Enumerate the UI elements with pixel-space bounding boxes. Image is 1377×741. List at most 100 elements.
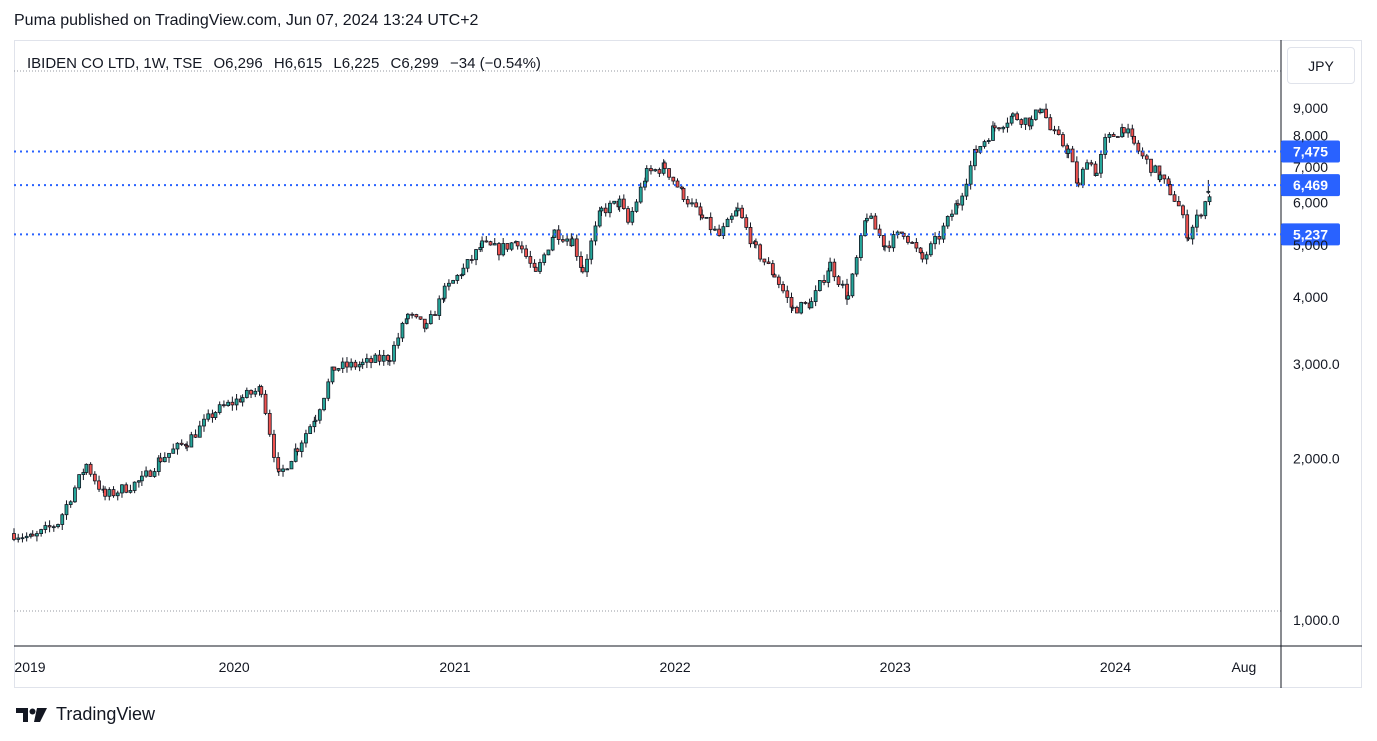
candle-body-up bbox=[189, 434, 194, 448]
candle bbox=[1029, 115, 1034, 130]
candle bbox=[836, 275, 841, 287]
candle bbox=[772, 273, 777, 278]
candle bbox=[373, 353, 378, 363]
candle bbox=[84, 463, 89, 475]
horizontal-lines-layer: 7,475 6,469 5,237 bbox=[14, 140, 1340, 246]
candle-body-up bbox=[570, 238, 575, 247]
candle-body-down bbox=[772, 274, 777, 278]
candle bbox=[700, 209, 705, 220]
time-tick-label: 2024 bbox=[1100, 659, 1131, 675]
candle-body-down bbox=[717, 228, 722, 237]
candle-body-up bbox=[136, 480, 141, 483]
candle bbox=[954, 200, 959, 215]
candle-body-down bbox=[781, 284, 785, 292]
candle bbox=[997, 127, 1001, 132]
price-tick-label: 9,000 bbox=[1293, 100, 1328, 116]
candle-body-down bbox=[1176, 201, 1181, 207]
candle-body-down bbox=[1172, 194, 1177, 202]
candle bbox=[941, 222, 946, 243]
candle bbox=[986, 138, 991, 145]
candle-body-down bbox=[345, 361, 349, 368]
candle bbox=[924, 251, 929, 265]
legend-high: H6,615 bbox=[273, 55, 323, 72]
candle-body-up bbox=[313, 419, 318, 422]
candle bbox=[406, 312, 410, 325]
candle-body-up bbox=[644, 168, 649, 182]
candle-body-up bbox=[809, 301, 814, 309]
candle bbox=[381, 349, 386, 366]
candle-body-down bbox=[222, 404, 226, 407]
candle-body-up bbox=[120, 484, 124, 494]
candle-body-up bbox=[451, 280, 456, 284]
candle-body-up bbox=[638, 186, 643, 203]
brand-name: TradingView bbox=[56, 704, 156, 724]
candle bbox=[289, 460, 294, 470]
candle-body-down bbox=[698, 206, 703, 216]
candle bbox=[1121, 127, 1126, 137]
candle bbox=[1056, 125, 1061, 136]
candle bbox=[60, 513, 65, 531]
candle bbox=[295, 447, 300, 456]
candle-body-up bbox=[107, 489, 112, 497]
candle bbox=[244, 387, 249, 399]
candle-body-down bbox=[515, 241, 520, 247]
candle-body-up bbox=[729, 215, 734, 220]
candle bbox=[1061, 131, 1065, 148]
candle bbox=[357, 361, 362, 372]
candle bbox=[437, 295, 442, 320]
candle-body-down bbox=[790, 306, 795, 309]
candle bbox=[556, 225, 561, 245]
candle-body-down bbox=[556, 229, 561, 240]
currency-button[interactable]: JPY bbox=[1287, 47, 1355, 84]
candle bbox=[210, 409, 215, 423]
candle-body-up bbox=[850, 273, 855, 297]
candle-body-up bbox=[924, 254, 929, 260]
candle-body-up bbox=[396, 337, 401, 346]
footer-brand[interactable]: TradingView bbox=[16, 704, 155, 725]
candle-body-up bbox=[299, 442, 304, 452]
candle-body-up bbox=[501, 243, 506, 256]
symbol-legend: IBIDEN CO LTD, 1W, TSE O6,296 H6,615 L6,… bbox=[27, 55, 548, 72]
candle-body-up bbox=[1206, 190, 1211, 193]
candle bbox=[77, 474, 82, 490]
candle bbox=[850, 273, 855, 298]
candle bbox=[185, 441, 189, 452]
candle bbox=[120, 484, 124, 498]
candle bbox=[854, 255, 859, 277]
candle-body-up bbox=[643, 180, 647, 188]
candle bbox=[171, 443, 176, 454]
candle-body-up bbox=[828, 261, 832, 272]
candle-body-up bbox=[630, 210, 635, 223]
candle-body-up bbox=[1029, 119, 1034, 127]
time-tick-label: Aug bbox=[1231, 659, 1256, 675]
candle bbox=[982, 139, 987, 149]
candle-body-down bbox=[887, 245, 892, 249]
candle bbox=[721, 222, 726, 240]
candle bbox=[447, 279, 451, 291]
level-price-label bbox=[1281, 223, 1340, 246]
candle-body-down bbox=[785, 290, 790, 298]
candle-body-up bbox=[1033, 109, 1038, 120]
candle-body-down bbox=[1111, 134, 1116, 137]
candles-layer bbox=[12, 103, 1212, 543]
candle bbox=[1066, 145, 1071, 159]
candle-body-down bbox=[158, 457, 163, 463]
candle bbox=[92, 471, 97, 485]
candle bbox=[877, 224, 882, 239]
candle bbox=[501, 237, 506, 257]
candle-body-down bbox=[1019, 119, 1024, 125]
candle-body-up bbox=[585, 258, 589, 273]
candle-body-up bbox=[713, 228, 717, 231]
candle bbox=[933, 232, 937, 250]
candle bbox=[56, 523, 60, 529]
candle-body-down bbox=[1166, 178, 1171, 185]
candle-body-down bbox=[766, 261, 771, 264]
time-tick-label: 2022 bbox=[660, 659, 691, 675]
candle bbox=[111, 486, 116, 498]
candle-body-up bbox=[1005, 122, 1010, 128]
candle bbox=[617, 195, 622, 212]
candle-body-up bbox=[1039, 108, 1044, 113]
candle bbox=[638, 182, 643, 204]
candle bbox=[349, 358, 354, 371]
